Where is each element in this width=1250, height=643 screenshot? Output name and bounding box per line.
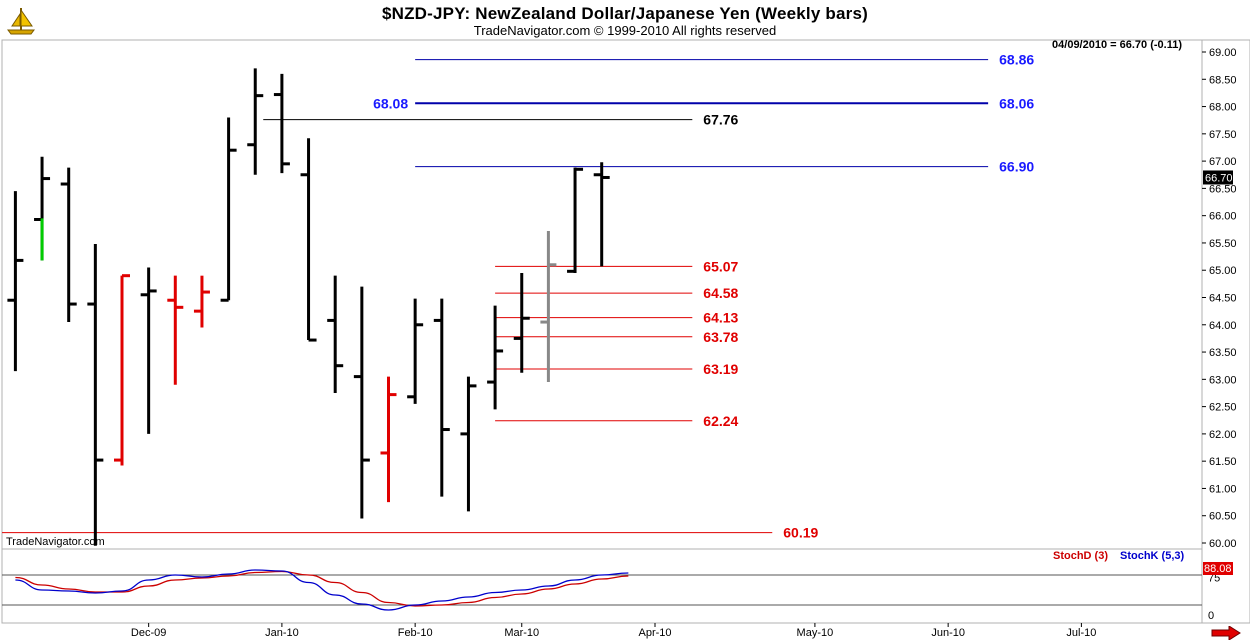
level-label: 64.13 xyxy=(703,310,738,326)
stochastic-y-tick-label: 0 xyxy=(1208,610,1214,622)
x-tick-label: Jul-10 xyxy=(1066,627,1096,639)
y-tick-label: 67.00 xyxy=(1209,156,1237,168)
y-tick-label: 65.00 xyxy=(1209,265,1237,277)
watermark-text: TradeNavigator.com xyxy=(6,536,105,548)
y-tick-label: 67.50 xyxy=(1209,129,1237,141)
x-tick-label: May-10 xyxy=(797,627,834,639)
y-tick-label: 61.50 xyxy=(1209,456,1237,468)
y-tick-label: 64.50 xyxy=(1209,293,1237,305)
current-price-label: 66.70 xyxy=(1205,172,1233,184)
level-label: 62.24 xyxy=(703,413,738,429)
last-quote-text: 04/09/2010 = 66.70 (-0.11) xyxy=(1052,39,1182,51)
y-tick-label: 63.00 xyxy=(1209,374,1237,386)
level-label: 68.86 xyxy=(999,52,1034,68)
level-label: 63.78 xyxy=(703,329,738,345)
tradenavigator-logo-icon xyxy=(4,4,38,36)
y-tick-label: 66.50 xyxy=(1209,183,1237,195)
stochastic-line xyxy=(15,570,629,607)
x-tick-label: Jun-10 xyxy=(931,627,965,639)
x-tick-label: Mar-10 xyxy=(504,627,539,639)
scroll-right-arrow-icon[interactable] xyxy=(1211,626,1241,640)
y-tick-label: 61.00 xyxy=(1209,483,1237,495)
level-label: 67.76 xyxy=(703,112,738,128)
level-label: 64.58 xyxy=(703,285,738,301)
stochastic-current-label: 88.08 xyxy=(1204,563,1232,575)
y-tick-label: 68.50 xyxy=(1209,74,1237,86)
y-tick-label: 66.00 xyxy=(1209,211,1237,223)
chart-subtitle: TradeNavigator.com © 1999-2010 All right… xyxy=(473,23,777,38)
chart-title: $NZD-JPY: NewZealand Dollar/Japanese Yen… xyxy=(381,4,869,23)
stochastic-current-box xyxy=(1203,562,1233,575)
y-tick-label: 60.00 xyxy=(1209,538,1237,550)
stochastic-legend-d: StochD (3) xyxy=(1053,550,1108,562)
x-tick-label: Dec-09 xyxy=(131,627,166,639)
y-tick-label: 65.50 xyxy=(1209,238,1237,250)
y-tick-label: 68.00 xyxy=(1209,102,1237,114)
stochastic-panel xyxy=(1,548,1203,624)
y-tick-label: 60.50 xyxy=(1209,511,1237,523)
stochastic-line xyxy=(15,569,629,611)
level-label: 63.19 xyxy=(703,361,738,377)
y-tick-label: 64.00 xyxy=(1209,320,1237,332)
level-label: 65.07 xyxy=(703,258,738,274)
y-tick-label: 62.00 xyxy=(1209,429,1237,441)
x-tick-label: Feb-10 xyxy=(398,627,433,639)
price-axis-panel xyxy=(1201,39,1250,624)
level-left-label: 68.08 xyxy=(373,95,408,111)
current-price-box xyxy=(1203,170,1233,185)
stochastic-legend-k: StochK (5,3) xyxy=(1120,550,1185,562)
x-tick-label: Jan-10 xyxy=(265,627,299,639)
x-tick-label: Apr-10 xyxy=(638,627,671,639)
price-panel xyxy=(1,39,1203,550)
stochastic-y-tick-label: 75 xyxy=(1208,573,1220,585)
y-tick-label: 62.50 xyxy=(1209,402,1237,414)
level-label: 66.90 xyxy=(999,159,1034,175)
y-tick-label: 69.00 xyxy=(1209,47,1237,59)
level-label: 60.19 xyxy=(783,525,818,541)
level-label: 68.06 xyxy=(999,95,1034,111)
y-tick-label: 63.50 xyxy=(1209,347,1237,359)
